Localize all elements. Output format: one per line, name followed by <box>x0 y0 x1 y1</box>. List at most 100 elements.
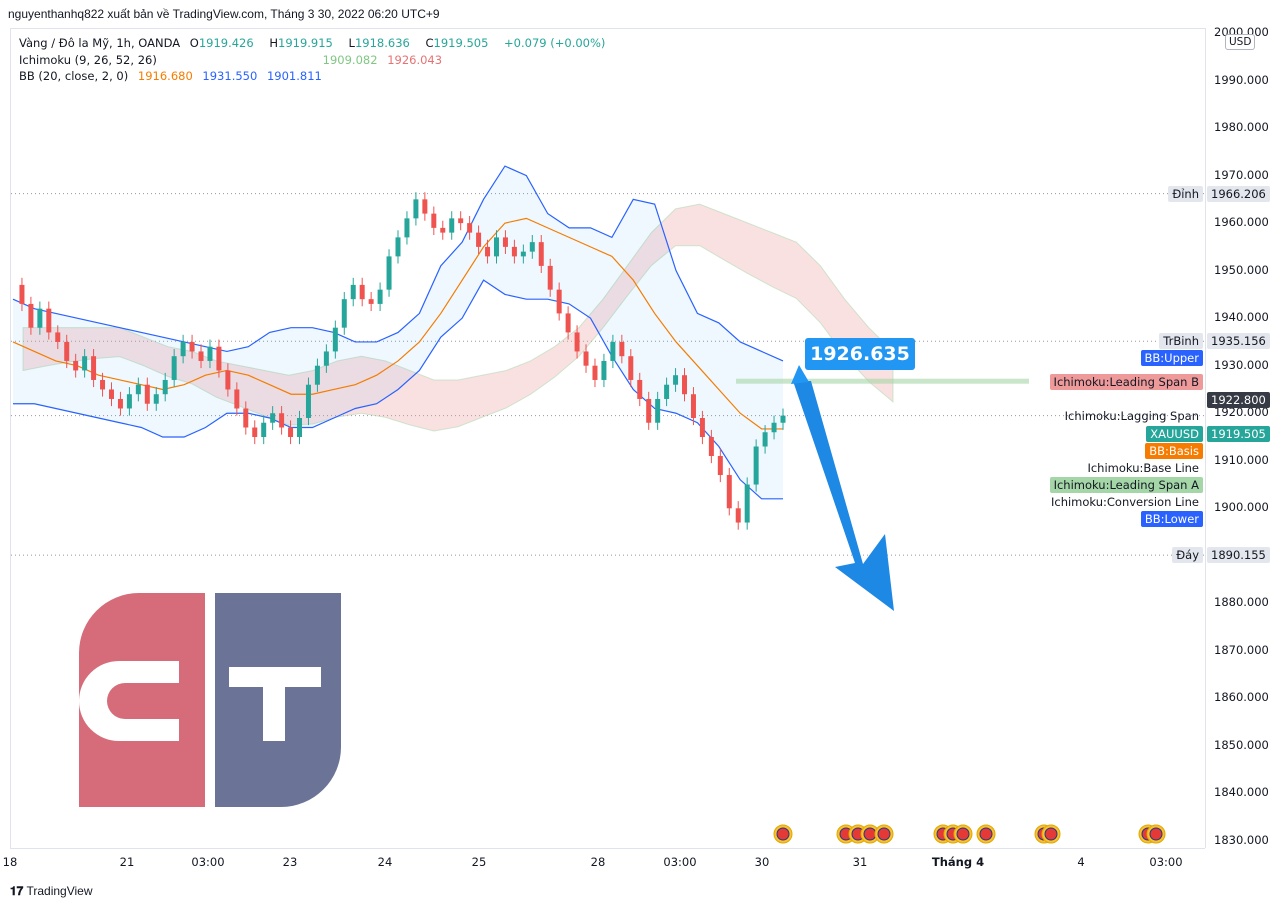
candle-body <box>655 398 661 423</box>
candle-body <box>646 398 652 423</box>
candle-body <box>279 413 285 428</box>
y-tick-label: 1990.000 <box>1214 72 1269 87</box>
legend-o-value: 1919.426 <box>198 36 254 50</box>
price-tag-label: Ichimoku:Lagging Span <box>1064 409 1199 423</box>
candle-body <box>574 332 580 352</box>
y-tick-label: 1900.000 <box>1214 500 1269 515</box>
legend-row-bb: BB (20, close, 2, 0) 1916.680 1931.550 1… <box>19 69 328 83</box>
legend-c-label: C <box>425 36 434 50</box>
down-arrow <box>793 381 894 611</box>
candle-body <box>601 360 607 380</box>
y-tick-label: 1950.000 <box>1214 262 1269 277</box>
us-flag-icon <box>1044 827 1058 841</box>
time-axis[interactable]: 18 21 03:00 23 24 25 28 03:00 30 31 Tháng 4 4 03:00 <box>3 848 1205 875</box>
tradingview-footer[interactable]: 𝟏𝟕 TradingView <box>10 884 93 899</box>
legend-bb-name: BB (20, close, 2, 0) <box>19 69 129 83</box>
chart-frame[interactable]: Vàng / Đô la Mỹ, 1h, OANDA O1919.426 H19… <box>10 28 1206 849</box>
candle-body <box>314 365 320 385</box>
candle-body <box>547 265 553 290</box>
candle-body <box>332 327 338 352</box>
candle-body <box>511 246 517 257</box>
y-tick-label: 1920.000 <box>1214 405 1269 420</box>
candle-body <box>422 199 428 214</box>
candle-body <box>735 508 741 523</box>
candle-body <box>440 227 446 233</box>
y-tick-label: 1980.000 <box>1214 120 1269 135</box>
bb-lower-line <box>13 279 783 500</box>
x-tick-label: 31 <box>852 855 868 869</box>
candle-body <box>288 427 294 437</box>
price-tag-label: Đỉnh <box>1168 186 1203 202</box>
callout-pointer <box>791 365 809 384</box>
candle-body <box>404 218 410 238</box>
candle-body <box>413 199 419 219</box>
us-flag-icon <box>877 827 891 841</box>
y-tick-label: 1930.000 <box>1214 357 1269 372</box>
candle-body <box>708 437 714 457</box>
price-tag-label: BB:Upper <box>1140 350 1203 366</box>
candle-body <box>82 356 88 371</box>
price-tag-value: 1890.155 <box>1207 547 1270 563</box>
price-tag-label: Đáy <box>1172 547 1203 563</box>
currency-badge[interactable]: USD <box>1225 34 1256 50</box>
ichimoku-cloud <box>22 203 894 432</box>
chart-svg[interactable] <box>11 29 1206 849</box>
candle-body <box>297 417 303 437</box>
candle-body <box>180 341 186 357</box>
price-callout: 1926.635 <box>805 338 915 370</box>
candle-body <box>529 242 535 252</box>
candle-body <box>359 284 365 300</box>
candle-body <box>153 394 159 404</box>
candle-body <box>144 384 150 404</box>
candle-body <box>305 384 311 418</box>
candle-body <box>762 432 768 447</box>
candle-body <box>673 375 679 385</box>
us-flag-icon <box>1149 827 1163 841</box>
candle-body <box>395 237 401 257</box>
logo-t-cutout <box>229 667 321 741</box>
y-tick-label: 1860.000 <box>1214 690 1269 705</box>
bb-basis-line <box>12 217 783 430</box>
candle-body <box>189 341 195 352</box>
x-tick-label: 24 <box>377 855 393 869</box>
candle-body <box>46 308 52 333</box>
legend-bb-basis: 1916.680 <box>137 69 193 83</box>
logo-c-shape <box>79 593 205 807</box>
candle-body <box>619 341 625 357</box>
y-tick-label: 1910.000 <box>1214 452 1269 467</box>
candle-body <box>583 351 589 366</box>
us-flag-icon <box>979 827 993 841</box>
price-tag-label: Ichimoku:Leading Span B <box>1049 374 1203 390</box>
us-flag-icon <box>776 827 790 841</box>
candle-body <box>55 332 61 342</box>
y-tick-label: 1960.000 <box>1214 215 1269 230</box>
x-tick-label: 21 <box>119 855 135 869</box>
y-tick-label: 1840.000 <box>1214 785 1269 800</box>
x-tick-label: 18 <box>2 855 18 869</box>
candle-body <box>467 223 473 233</box>
legend-row-ichimoku: Ichimoku (9, 26, 52, 26) 1909.082 1926.0… <box>19 53 448 67</box>
legend-h-label: H <box>269 36 278 50</box>
price-axis[interactable]: 2000.000 1990.000 1980.000 1970.000 1960.000… <box>1205 25 1285 848</box>
legend-bb-lower: 1901.811 <box>266 69 322 83</box>
candle-body <box>91 356 97 380</box>
candle-body <box>637 379 643 399</box>
candle-body <box>135 384 141 395</box>
candle-body <box>126 394 132 409</box>
y-tick-label: 1830.000 <box>1214 833 1269 847</box>
candle-body <box>485 246 491 257</box>
candle-body <box>350 284 356 300</box>
candle-body <box>37 308 43 328</box>
candle-body <box>323 351 329 366</box>
candle-body <box>73 360 79 371</box>
ct-logo <box>79 593 341 807</box>
price-tag-label: BB:Lower <box>1140 511 1203 527</box>
price-tag-value: 1922.800 <box>1207 392 1270 408</box>
candle-body <box>19 284 25 304</box>
price-tag-value: 1966.206 <box>1207 186 1270 202</box>
candle-body <box>664 384 670 399</box>
candle-body <box>493 237 499 257</box>
candle-body <box>682 375 688 395</box>
legend-o-label: O <box>189 36 199 50</box>
candle-body <box>100 379 106 390</box>
